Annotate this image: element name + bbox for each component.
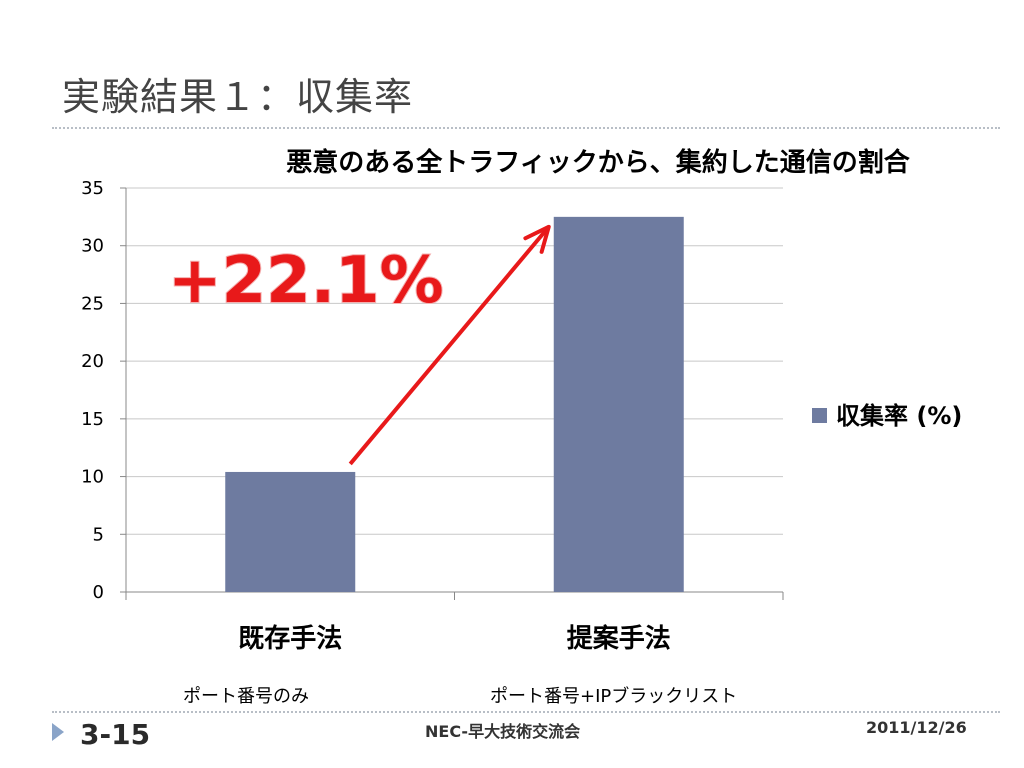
y-tick-label: 35	[81, 178, 104, 199]
slide-title: 実験結果１：収集率	[62, 75, 414, 119]
annotation-layer: +22.1%	[167, 224, 551, 466]
bars	[225, 216, 684, 592]
y-tick-label: 15	[81, 409, 104, 430]
footer-event: NEC-早大技術交流会	[425, 722, 581, 741]
slide-number: 3-15	[80, 718, 151, 751]
chart-title: 悪意のある全トラフィックから、集約した通信の割合	[286, 147, 910, 178]
legend: 収集率 (%)	[812, 402, 962, 430]
increase-arrow	[348, 225, 551, 466]
legend-label: 収集率 (%)	[836, 402, 962, 430]
y-tick-label: 0	[93, 582, 104, 603]
tick-labels: 0 5 10 15 20 25 30 35 既存手法 提案手法	[81, 178, 671, 654]
footer-date: 2011/12/26	[866, 718, 967, 737]
sub-label-existing: ポート番号のみ	[183, 686, 309, 707]
footer-arrow-icon	[52, 723, 64, 741]
increase-annotation: +22.1%	[168, 244, 444, 318]
category-label: 提案手法	[567, 623, 671, 654]
bar-1	[553, 216, 684, 592]
y-tick-label: 25	[81, 293, 104, 314]
y-tick-label: 20	[81, 351, 104, 372]
increase-arrow-head	[523, 224, 551, 254]
footer-divider	[52, 711, 1000, 713]
y-tick-label: 10	[81, 467, 104, 488]
title-divider	[52, 127, 1000, 129]
y-tick-label: 30	[81, 236, 104, 257]
sub-label-proposed: ポート番号+IPブラックリスト	[490, 686, 738, 707]
gridlines	[126, 187, 783, 535]
category-label: 既存手法	[238, 624, 342, 654]
y-tick-label: 5	[93, 524, 104, 545]
legend-swatch	[812, 408, 827, 423]
bar-0	[225, 471, 356, 592]
